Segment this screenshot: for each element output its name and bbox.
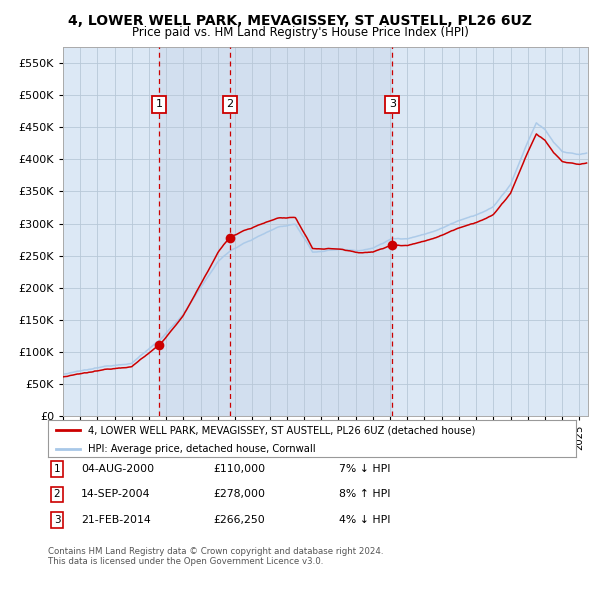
Text: 04-AUG-2000: 04-AUG-2000 — [81, 464, 154, 474]
Text: Contains HM Land Registry data © Crown copyright and database right 2024.: Contains HM Land Registry data © Crown c… — [48, 547, 383, 556]
Text: This data is licensed under the Open Government Licence v3.0.: This data is licensed under the Open Gov… — [48, 558, 323, 566]
Text: 4% ↓ HPI: 4% ↓ HPI — [339, 515, 391, 525]
Text: 4, LOWER WELL PARK, MEVAGISSEY, ST AUSTELL, PL26 6UZ: 4, LOWER WELL PARK, MEVAGISSEY, ST AUSTE… — [68, 14, 532, 28]
Text: HPI: Average price, detached house, Cornwall: HPI: Average price, detached house, Corn… — [88, 444, 315, 454]
Text: 21-FEB-2014: 21-FEB-2014 — [81, 515, 151, 525]
Text: 2: 2 — [226, 99, 233, 109]
Text: 14-SEP-2004: 14-SEP-2004 — [81, 490, 151, 499]
Text: Price paid vs. HM Land Registry's House Price Index (HPI): Price paid vs. HM Land Registry's House … — [131, 26, 469, 39]
Text: 4, LOWER WELL PARK, MEVAGISSEY, ST AUSTELL, PL26 6UZ (detached house): 4, LOWER WELL PARK, MEVAGISSEY, ST AUSTE… — [88, 425, 475, 435]
Text: £266,250: £266,250 — [213, 515, 265, 525]
Text: 2: 2 — [53, 490, 61, 499]
Text: £278,000: £278,000 — [213, 490, 265, 499]
Text: 7% ↓ HPI: 7% ↓ HPI — [339, 464, 391, 474]
Text: £110,000: £110,000 — [213, 464, 265, 474]
Text: 1: 1 — [155, 99, 163, 109]
Text: 3: 3 — [389, 99, 396, 109]
Text: 8% ↑ HPI: 8% ↑ HPI — [339, 490, 391, 499]
Bar — [159, 47, 392, 416]
Text: 1: 1 — [53, 464, 61, 474]
Text: 3: 3 — [53, 515, 61, 525]
